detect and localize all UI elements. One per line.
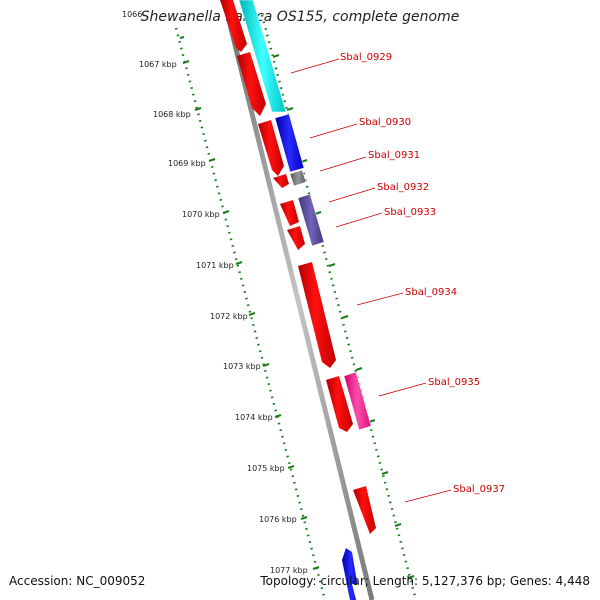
gene-feature-sbal-0929	[237, 52, 266, 116]
accession-text: Accession: NC_009052	[9, 574, 146, 588]
outer-features	[238, 0, 372, 431]
gene-feature-sbal-0931	[289, 169, 307, 187]
tick-label-1067: 1067 kbp	[139, 60, 177, 69]
tick-label-1069: 1069 kbp	[168, 159, 206, 168]
gene-label-sbal-0935: Sbal_0935	[428, 377, 480, 388]
gene-label-sbal-0937: Sbal_0937	[453, 484, 505, 495]
gene-feature-red-0935	[326, 376, 353, 432]
outer-scale-line	[260, 14, 418, 600]
tick-label-1074: 1074 kbp	[235, 413, 273, 422]
genome-summary-text: Topology: circular; Length: 5,127,376 bp…	[260, 574, 590, 588]
tick-label-1072: 1072 kbp	[210, 312, 248, 321]
tick-label-1071: 1071 kbp	[196, 261, 234, 270]
inner-scale-ticks	[179, 36, 320, 570]
tick-label-1076: 1076 kbp	[259, 515, 297, 524]
gene-feature-red-0930	[258, 120, 284, 176]
gene-feature-sbal-0930	[274, 113, 305, 173]
gene-label-sbal-0929: Sbal_0929	[340, 52, 392, 63]
inner-features	[220, 0, 376, 600]
gene-feature-sbal-0934	[298, 262, 336, 368]
label-leaders	[290, 58, 452, 503]
tick-labels: 1066 1067 kbp 1068 kbp 1069 kbp 1070 kbp…	[122, 10, 308, 575]
gene-label-sbal-0934: Sbal_0934	[405, 287, 457, 298]
gene-label-sbal-0931: Sbal_0931	[368, 150, 420, 161]
tick-label-1073: 1073 kbp	[223, 362, 261, 371]
gene-feature-sbal-0932	[297, 193, 325, 247]
gene-feature-sbal-0932-red	[280, 200, 299, 226]
gene-label-sbal-0933: Sbal_0933	[384, 207, 436, 218]
gene-feature-red-top	[220, 0, 247, 52]
genome-backbone	[221, 0, 375, 600]
tick-label-1075: 1075 kbp	[247, 464, 285, 473]
tick-label-1068: 1068 kbp	[153, 110, 191, 119]
gene-feature-sbal-0933	[287, 226, 305, 250]
gene-labels: Sbal_0929 Sbal_0930 Sbal_0931 Sbal_0932 …	[340, 52, 505, 495]
gene-feature-cyan	[238, 0, 287, 113]
map-title: Shewanella baltica OS155, complete genom…	[140, 9, 460, 25]
tick-label-1066: 1066	[122, 10, 142, 19]
gene-label-sbal-0930: Sbal_0930	[359, 117, 411, 128]
tick-label-1077: 1077 kbp	[270, 566, 308, 575]
gene-feature-sbal-0937	[353, 486, 376, 534]
gene-feature-white-bottom	[352, 584, 364, 600]
gene-label-sbal-0932: Sbal_0932	[377, 182, 429, 193]
gene-feature-red-small	[273, 174, 289, 188]
tick-label-1070: 1070 kbp	[182, 210, 220, 219]
gene-feature-sbal-0935	[343, 371, 372, 431]
outer-scale-ticks	[272, 54, 415, 579]
